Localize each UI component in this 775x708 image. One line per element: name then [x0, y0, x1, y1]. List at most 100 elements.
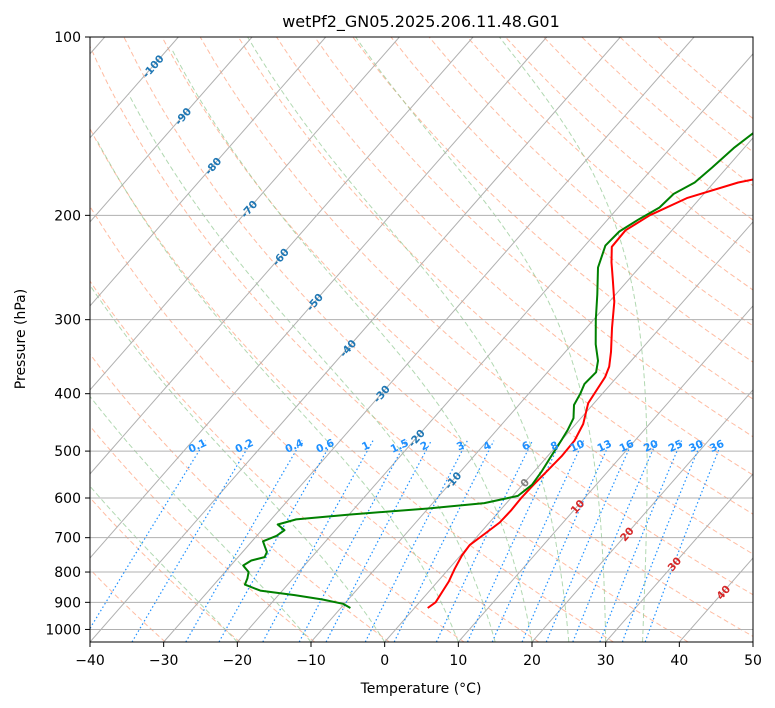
mixing-ratio-label: 1 — [360, 439, 372, 453]
mixing-ratio-line — [466, 440, 562, 642]
isotherm-line — [90, 37, 327, 307]
mixing-ratio-label: 16 — [618, 438, 636, 455]
x-tick-label: −20 — [223, 653, 253, 669]
x-tick-label: 30 — [597, 653, 615, 669]
mixing-ratio-label: 2 — [419, 439, 431, 453]
y-axis-title: Pressure (hPa) — [13, 289, 29, 389]
dry-adiabat-line — [90, 45, 689, 642]
moist-adiabat-line — [128, 94, 496, 642]
mixing-ratio-label: 0.4 — [283, 437, 305, 456]
isotherm-line — [384, 221, 753, 642]
mixing-ratio-line — [298, 440, 408, 642]
dry-adiabat-line — [543, 37, 753, 221]
y-tick-label: 400 — [54, 387, 81, 403]
y-tick-label: 500 — [54, 444, 81, 460]
dewpoint-profile-line — [242, 131, 753, 609]
dry-adiabat-line — [657, 37, 753, 120]
mixing-ratio-line — [491, 440, 585, 642]
mixing-ratio-line — [599, 440, 683, 642]
moist-adiabat-line — [97, 141, 459, 642]
isotherm-line — [90, 37, 253, 223]
mixing-ratio-line — [572, 440, 658, 642]
isotherm-line — [90, 37, 621, 642]
y-tick-label: 900 — [54, 595, 81, 611]
mixing-ratio-label: 30 — [687, 438, 705, 455]
mixing-ratio-label: 10 — [568, 438, 586, 455]
isotherm-line — [163, 37, 695, 642]
mixing-ratio-label: 0.1 — [187, 437, 209, 456]
mixing-ratio-label: 20 — [642, 438, 660, 455]
dry-adiabat-line — [90, 425, 316, 642]
chart-title: wetPf2_GN05.2025.206.11.48.G01 — [282, 12, 560, 32]
y-tick-label: 100 — [54, 30, 81, 46]
y-tick-label: 200 — [54, 208, 81, 224]
dry-adiabat-line — [237, 37, 753, 515]
isotherm-line — [310, 137, 753, 642]
sounding-series — [242, 131, 753, 609]
y-tick-label: 700 — [54, 531, 81, 547]
moist-adiabat-line — [90, 284, 386, 642]
x-tick-label: 0 — [380, 653, 389, 669]
moist-adiabat-line — [355, 37, 607, 642]
mixing-ratio-line — [185, 440, 303, 642]
mixing-ratio-line — [545, 440, 634, 642]
mixing-ratio-line — [521, 440, 612, 642]
x-tick-label: −10 — [296, 653, 326, 669]
dry-adiabat-line — [619, 37, 753, 153]
x-tick-label: 10 — [449, 653, 467, 669]
x-tick-label: 20 — [523, 653, 541, 669]
x-tick-label: −30 — [149, 653, 179, 669]
mixing-ratio-line — [393, 440, 495, 642]
mixing-ratio-label: 13 — [596, 438, 614, 455]
y-tick-label: 1000 — [45, 622, 81, 638]
mixing-ratio-label: 0.2 — [234, 437, 256, 456]
mixing-ratio-label: 25 — [667, 438, 685, 455]
mixing-ratio-line — [218, 440, 334, 642]
dry-adiabat-line — [314, 37, 753, 438]
temperature-profile-line — [427, 178, 753, 609]
moist-adiabat-line — [171, 49, 533, 642]
y-tick-label: 600 — [54, 491, 81, 507]
x-axis-title: Temperature (°C) — [360, 681, 482, 697]
isotherm-line — [678, 557, 753, 642]
background-lines — [90, 37, 753, 642]
x-tick-label: 40 — [670, 653, 688, 669]
mixing-ratio-label: 3 — [455, 439, 467, 453]
axes: −40 −30 −20 −10 0 10 20 30 40 5010020030040050060… — [45, 30, 762, 669]
isotherm-line — [752, 641, 753, 642]
mixing-ratio-label: 6 — [520, 439, 532, 453]
moist-adiabat-line — [90, 395, 312, 642]
mixing-ratio-line — [262, 440, 374, 642]
isotherm-line — [531, 389, 753, 642]
mixing-ratio-label: 8 — [549, 439, 561, 453]
dry-adiabat-line — [428, 37, 753, 327]
dry-adiabat-line — [466, 37, 753, 291]
isotherm-line — [90, 37, 474, 475]
y-tick-label: 300 — [54, 313, 81, 329]
mixing-ratio-line — [90, 440, 206, 630]
isotherm-line — [457, 305, 753, 642]
dry-adiabat-line — [90, 496, 241, 642]
moist-adiabat-line — [90, 485, 238, 642]
moist-adiabat-line — [247, 37, 570, 642]
dry-adiabat-line — [90, 353, 390, 642]
dry-adiabat-line — [90, 205, 540, 642]
isotherm-line — [605, 473, 753, 642]
isotherm-line — [90, 37, 548, 559]
dry-adiabat-line — [90, 127, 614, 642]
mixing-ratio-label: 4 — [481, 439, 493, 453]
dry-adiabat-line — [161, 37, 753, 596]
isotherm-line — [236, 53, 753, 642]
isotherm-label: -100 — [140, 53, 166, 81]
dry-adiabat-line — [390, 37, 753, 363]
y-tick-label: 800 — [54, 565, 81, 581]
plot-frame — [89, 36, 754, 643]
mixing-ratio-line — [364, 440, 468, 642]
mixing-ratio-line — [621, 440, 703, 642]
isotherm-line — [90, 37, 400, 391]
dry-adiabat-line — [90, 280, 465, 642]
x-tick-label: 50 — [744, 653, 762, 669]
moist-adiabat-line — [499, 37, 648, 642]
dry-adiabat-line — [352, 37, 753, 400]
